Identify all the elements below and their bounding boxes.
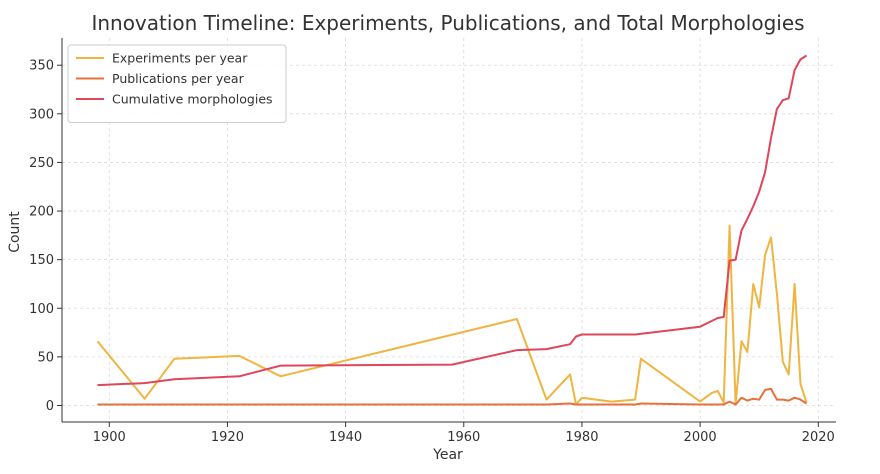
- series-line-1: [96, 224, 808, 406]
- x-tick-label: 1960: [447, 430, 480, 445]
- y-tick-label: 150: [29, 253, 54, 268]
- x-axis-label: Year: [432, 447, 463, 463]
- legend: Experiments per year Publications per yea…: [67, 44, 287, 123]
- legend-label: Publications per year: [112, 71, 245, 86]
- legend-label: Cumulative morphologies: [112, 92, 273, 107]
- y-tick-label: 100: [29, 302, 54, 317]
- x-tick-label: 1900: [93, 430, 126, 445]
- y-tick-label: 300: [29, 107, 54, 122]
- y-tick-label: 350: [29, 59, 54, 74]
- x-tick-label: 2020: [802, 430, 835, 445]
- y-tick-label: 250: [29, 156, 54, 171]
- y-tick-label: 0: [46, 399, 54, 414]
- legend-label: Experiments per year: [112, 51, 248, 66]
- series-line-3: [97, 54, 808, 387]
- y-axis-label: Count: [7, 211, 23, 253]
- x-tick-label: 1940: [329, 430, 362, 445]
- series-line-2: [97, 387, 808, 406]
- y-tick-label: 200: [29, 205, 54, 220]
- chart-title: Innovation Timeline: Experiments, Public…: [91, 11, 804, 35]
- y-tick-label: 50: [37, 350, 54, 365]
- legend-box: [67, 44, 287, 123]
- x-tick-label: 1980: [565, 430, 598, 445]
- x-tick-label: 1920: [211, 430, 244, 445]
- x-tick-label: 2000: [684, 430, 717, 445]
